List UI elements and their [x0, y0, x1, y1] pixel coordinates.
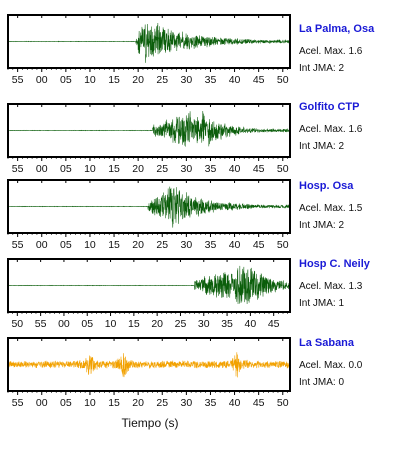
x-tick-label: 50: [277, 74, 289, 86]
jma-intensity-label: Int JMA: 2: [299, 63, 345, 74]
waveform-trace: [7, 23, 291, 63]
x-tick-label: 50: [11, 318, 23, 330]
x-tick-label: 40: [229, 397, 241, 409]
x-tick-label: 20: [132, 74, 144, 86]
x-tick-label: 50: [277, 239, 289, 251]
station-name: La Palma, Osa: [299, 23, 375, 35]
jma-intensity-label: Int JMA: 2: [299, 141, 345, 152]
x-tick-label: 55: [35, 318, 47, 330]
station-panel-1: La Palma, Osa Acel. Max. 1.6 Int JMA: 2: [299, 23, 374, 74]
plot-frame: [7, 14, 291, 69]
x-tick-label: 45: [268, 318, 280, 330]
station-panel-3: Hosp. Osa Acel. Max. 1.5 Int JMA: 2: [299, 180, 362, 231]
x-tick-label: 30: [181, 74, 193, 86]
max-acceleration-label: Acel. Max. 1.3: [299, 281, 363, 292]
x-tick-label: 35: [221, 318, 233, 330]
x-tick-label: 25: [175, 318, 187, 330]
x-tick-label: 25: [156, 239, 168, 251]
max-acceleration-label: Acel. Max. 1.6: [299, 124, 363, 135]
x-tick-label: 30: [181, 397, 193, 409]
x-tick-label: 05: [60, 163, 72, 175]
jma-intensity-label: Int JMA: 0: [299, 377, 345, 388]
station-panel-4: Hosp C. Neily Acel. Max. 1.3 Int JMA: 1: [299, 258, 370, 309]
x-tick-label: 20: [132, 239, 144, 251]
x-tick-label: 40: [229, 163, 241, 175]
x-tick-label: 15: [108, 239, 120, 251]
x-tick-label: 25: [156, 74, 168, 86]
x-tick-label: 55: [12, 163, 24, 175]
station-name: La Sabana: [299, 337, 355, 349]
x-tick-label: 10: [84, 74, 96, 86]
x-tick-label: 00: [36, 163, 48, 175]
max-acceleration-label: Acel. Max. 1.5: [299, 203, 363, 214]
x-tick-label: 15: [108, 397, 120, 409]
plot-frame: [7, 258, 291, 313]
seismogram-panel: 55 00 05 10 15 20 25 30 35 40 45 50: [7, 14, 291, 86]
x-tick-label: 30: [198, 318, 210, 330]
x-tick-label: 30: [181, 239, 193, 251]
x-tick-label: 55: [12, 239, 24, 251]
x-tick-label: 05: [60, 397, 72, 409]
max-acceleration-label: Acel. Max. 1.6: [299, 46, 363, 57]
x-tick-label: 40: [245, 318, 257, 330]
x-tick-label: 50: [277, 163, 289, 175]
max-acceleration-label: Acel. Max. 0.0: [299, 360, 363, 371]
x-tick-label: 05: [60, 239, 72, 251]
x-tick-label: 45: [253, 74, 265, 86]
x-tick-label: 30: [181, 163, 193, 175]
station-name: Hosp. Osa: [299, 180, 354, 192]
x-tick-label: 15: [108, 163, 120, 175]
x-tick-label: 35: [205, 397, 217, 409]
x-tick-label: 40: [229, 74, 241, 86]
x-tick-label: 25: [156, 397, 168, 409]
waveform-trace: [7, 265, 291, 305]
x-tick-label: 20: [151, 318, 163, 330]
x-tick-label: 45: [253, 239, 265, 251]
x-tick-label: 10: [105, 318, 117, 330]
jma-intensity-label: Int JMA: 2: [299, 220, 345, 231]
x-tick-label: 15: [108, 74, 120, 86]
x-tick-label: 15: [128, 318, 140, 330]
station-name: Golfito CTP: [299, 101, 360, 113]
x-tick-label: 45: [253, 397, 265, 409]
plot-frame: [7, 103, 291, 158]
seismogram-panel: 50 55 00 05 10 15 20 25 30 35 40 45: [7, 258, 291, 330]
x-tick-label: 20: [132, 397, 144, 409]
x-tick-label: 05: [60, 74, 72, 86]
x-tick-label: 00: [36, 239, 48, 251]
station-panel-2: Golfito CTP Acel. Max. 1.6 Int JMA: 2: [299, 101, 362, 152]
x-tick-label: 25: [156, 163, 168, 175]
waveform-trace: [7, 111, 291, 147]
x-axis-label: Tiempo (s): [121, 416, 179, 430]
x-tick-label: 00: [58, 318, 70, 330]
seismogram-panel: 55 00 05 10 15 20 25 30 35 40 45 50: [7, 179, 291, 251]
x-tick-label: 00: [36, 74, 48, 86]
x-tick-label: 10: [84, 239, 96, 251]
x-tick-label: 00: [36, 397, 48, 409]
x-tick-label: 35: [205, 163, 217, 175]
station-name: Hosp C. Neily: [299, 258, 370, 270]
seismogram-panel: 55 00 05 10 15 20 25 30 35 40 45 50: [7, 103, 291, 175]
plot-frame: [7, 337, 291, 392]
x-tick-label: 50: [277, 397, 289, 409]
x-tick-label: 40: [229, 239, 241, 251]
waveform-trace: [7, 352, 291, 378]
x-tick-label: 10: [84, 163, 96, 175]
plot-frame: [7, 179, 291, 234]
x-tick-label: 20: [132, 163, 144, 175]
x-tick-label: 35: [205, 74, 217, 86]
x-tick-label: 35: [205, 239, 217, 251]
seismogram-panel: 55 00 05 10 15 20 25 30 35 40 45 50: [7, 337, 291, 409]
x-tick-label: 10: [84, 397, 96, 409]
x-tick-label: 55: [12, 74, 24, 86]
jma-intensity-label: Int JMA: 1: [299, 298, 345, 309]
x-tick-label: 55: [12, 397, 24, 409]
station-panel-5: La Sabana Acel. Max. 0.0 Int JMA: 0: [299, 337, 362, 388]
x-tick-label: 05: [81, 318, 93, 330]
waveform-trace: [8, 186, 291, 228]
x-tick-label: 45: [253, 163, 265, 175]
